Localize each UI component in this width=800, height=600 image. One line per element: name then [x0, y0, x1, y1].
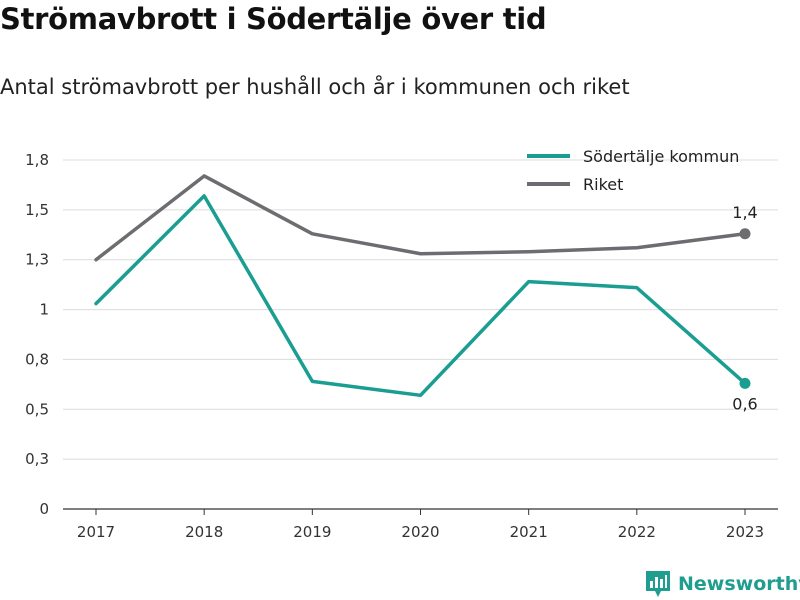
legend-label: Riket: [583, 175, 623, 194]
x-tick-label: 2020: [401, 523, 439, 541]
x-tick-label: 2019: [293, 523, 331, 541]
y-tick-label: 0,8: [25, 350, 49, 368]
chart-subtitle: Antal strömavbrott per hushåll och år i …: [0, 75, 630, 99]
x-axis-tick-labels: 2017 2018 2019 2020 2021 2022 2023: [77, 523, 764, 541]
y-axis-tick-labels: 0 0,3 0,5 0,8 1 1,3 1,5 1,8: [25, 151, 49, 518]
y-tick-label: 1: [39, 301, 49, 319]
newsworthy-brand: Newsworthy: [644, 569, 800, 599]
y-tick-label: 1,3: [25, 251, 49, 269]
y-tick-label: 0,5: [25, 400, 49, 418]
series-lines: 1,4 0,6: [94, 174, 758, 413]
y-tick-label: 0,3: [25, 450, 49, 468]
series-line-riket: [94, 174, 747, 262]
gridlines: [63, 159, 778, 460]
x-axis: [63, 508, 778, 515]
x-tick-label: 2021: [510, 523, 548, 541]
legend-label: Södertälje kommun: [583, 147, 739, 166]
series-end-point-riket: [739, 228, 751, 240]
x-tick-label: 2022: [618, 523, 656, 541]
x-tick-label: 2018: [185, 523, 223, 541]
series-line-s-dert-lje-kommun: [94, 194, 747, 398]
y-tick-label: 1,5: [25, 201, 49, 219]
x-tick-label: 2017: [77, 523, 115, 541]
chart-title: Strömavbrott i Södertälje över tid: [0, 2, 547, 36]
series-end-point-s-dert-lje-kommun: [739, 377, 751, 389]
legend: Södertälje kommun Riket: [527, 147, 739, 194]
y-tick-label: 0: [39, 500, 49, 518]
data-label-s-dert-lje-kommun: 0,6: [732, 394, 757, 413]
data-label-riket: 1,4: [732, 203, 757, 222]
y-tick-label: 1,8: [25, 151, 49, 169]
newsworthy-bar-chart-logo-icon: [646, 571, 670, 597]
brand-name: Newsworthy: [678, 573, 800, 595]
x-tick-label: 2023: [726, 523, 764, 541]
